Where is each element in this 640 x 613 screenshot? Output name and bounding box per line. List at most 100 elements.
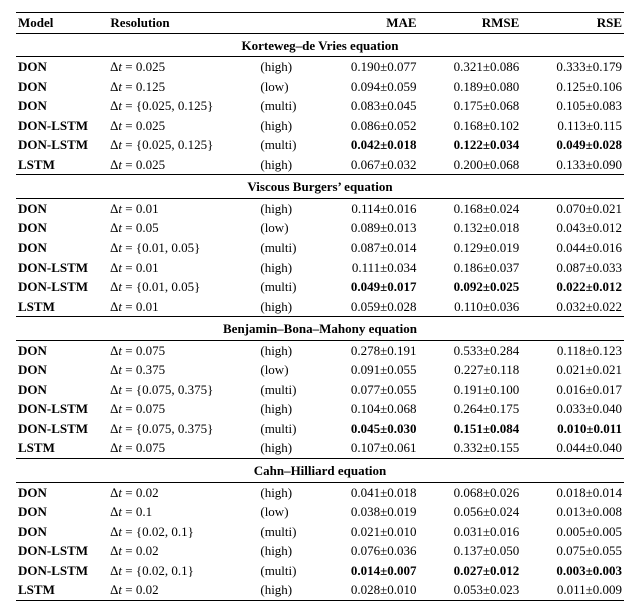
cell-model: DON (16, 218, 108, 238)
table-row: DON∆t = 0.02(high)0.041±0.0180.068±0.026… (16, 482, 624, 502)
cell-model: LSTM (16, 297, 108, 317)
cell-mae: 0.083±0.045 (316, 96, 419, 116)
col-rse: RSE (521, 13, 624, 34)
cell-model: DON (16, 96, 108, 116)
col-mae: MAE (316, 13, 419, 34)
cell-rse: 0.005±0.005 (521, 522, 624, 542)
cell-rse: 0.049±0.028 (521, 135, 624, 155)
section-title-row: Benjamin–Bona–Mahony equation (16, 317, 624, 341)
section-title: Viscous Burgers’ equation (16, 175, 624, 199)
cell-rmse: 0.056±0.024 (419, 502, 522, 522)
cell-mae: 0.041±0.018 (316, 482, 419, 502)
cell-rse: 0.033±0.040 (521, 399, 624, 419)
cell-resolution: ∆t = 0.02 (108, 580, 258, 600)
table-row: DON-LSTM∆t = 0.01(high)0.111±0.0340.186±… (16, 258, 624, 278)
cell-mae: 0.059±0.028 (316, 297, 419, 317)
cell-mae: 0.107±0.061 (316, 438, 419, 458)
cell-rse: 0.044±0.040 (521, 438, 624, 458)
cell-tag: (multi) (258, 135, 316, 155)
cell-resolution: ∆t = {0.01, 0.05} (108, 238, 258, 258)
table-row: LSTM∆t = 0.075(high)0.107±0.0610.332±0.1… (16, 438, 624, 458)
cell-resolution: ∆t = 0.075 (108, 399, 258, 419)
cell-tag: (high) (258, 297, 316, 317)
cell-mae: 0.028±0.010 (316, 580, 419, 600)
cell-mae: 0.190±0.077 (316, 57, 419, 77)
table-row: DON∆t = {0.075, 0.375}(multi)0.077±0.055… (16, 380, 624, 400)
cell-tag: (low) (258, 360, 316, 380)
table-row: DON∆t = 0.125(low)0.094±0.0590.189±0.080… (16, 77, 624, 97)
cell-rmse: 0.031±0.016 (419, 522, 522, 542)
table-row: DON∆t = 0.375(low)0.091±0.0550.227±0.118… (16, 360, 624, 380)
cell-tag: (high) (258, 57, 316, 77)
cell-model: DON (16, 522, 108, 542)
cell-resolution: ∆t = 0.025 (108, 57, 258, 77)
cell-rse: 0.105±0.083 (521, 96, 624, 116)
cell-tag: (high) (258, 580, 316, 600)
cell-rse: 0.087±0.033 (521, 258, 624, 278)
results-table: Model Resolution MAE RMSE RSE Korteweg–d… (16, 12, 624, 601)
cell-resolution: ∆t = 0.01 (108, 198, 258, 218)
cell-model: DON-LSTM (16, 258, 108, 278)
cell-resolution: ∆t = 0.02 (108, 541, 258, 561)
cell-tag: (multi) (258, 238, 316, 258)
cell-tag: (high) (258, 399, 316, 419)
cell-tag: (multi) (258, 380, 316, 400)
cell-rmse: 0.137±0.050 (419, 541, 522, 561)
table-row: DON∆t = {0.025, 0.125}(multi)0.083±0.045… (16, 96, 624, 116)
cell-rse: 0.022±0.012 (521, 277, 624, 297)
cell-model: DON-LSTM (16, 116, 108, 136)
cell-rmse: 0.321±0.086 (419, 57, 522, 77)
table-row: DON∆t = {0.02, 0.1}(multi)0.021±0.0100.0… (16, 522, 624, 542)
cell-resolution: ∆t = {0.025, 0.125} (108, 135, 258, 155)
cell-tag: (high) (258, 541, 316, 561)
cell-tag: (multi) (258, 419, 316, 439)
cell-tag: (high) (258, 438, 316, 458)
cell-resolution: ∆t = 0.01 (108, 258, 258, 278)
cell-rmse: 0.132±0.018 (419, 218, 522, 238)
cell-tag: (multi) (258, 96, 316, 116)
cell-tag: (high) (258, 258, 316, 278)
cell-mae: 0.111±0.034 (316, 258, 419, 278)
cell-mae: 0.086±0.052 (316, 116, 419, 136)
section-title-row: Cahn–Hilliard equation (16, 459, 624, 483)
cell-tag: (multi) (258, 277, 316, 297)
cell-model: DON (16, 360, 108, 380)
cell-tag: (low) (258, 218, 316, 238)
cell-rse: 0.075±0.055 (521, 541, 624, 561)
cell-resolution: ∆t = {0.01, 0.05} (108, 277, 258, 297)
table-row: LSTM∆t = 0.025(high)0.067±0.0320.200±0.0… (16, 155, 624, 175)
cell-model: LSTM (16, 155, 108, 175)
section-title: Korteweg–de Vries equation (16, 33, 624, 57)
cell-tag: (low) (258, 77, 316, 97)
cell-tag: (multi) (258, 522, 316, 542)
cell-mae: 0.067±0.032 (316, 155, 419, 175)
cell-model: DON (16, 238, 108, 258)
cell-rmse: 0.175±0.068 (419, 96, 522, 116)
cell-rse: 0.016±0.017 (521, 380, 624, 400)
section-title-row: Viscous Burgers’ equation (16, 175, 624, 199)
cell-rse: 0.070±0.021 (521, 198, 624, 218)
cell-model: DON (16, 482, 108, 502)
table-row: DON∆t = 0.1(low)0.038±0.0190.056±0.0240.… (16, 502, 624, 522)
cell-rse: 0.032±0.022 (521, 297, 624, 317)
cell-resolution: ∆t = 0.02 (108, 482, 258, 502)
table-row: DON∆t = 0.075(high)0.278±0.1910.533±0.28… (16, 340, 624, 360)
cell-resolution: ∆t = 0.375 (108, 360, 258, 380)
cell-tag: (high) (258, 155, 316, 175)
cell-model: DON-LSTM (16, 135, 108, 155)
cell-mae: 0.038±0.019 (316, 502, 419, 522)
cell-rse: 0.018±0.014 (521, 482, 624, 502)
table-row: LSTM∆t = 0.01(high)0.059±0.0280.110±0.03… (16, 297, 624, 317)
cell-rmse: 0.332±0.155 (419, 438, 522, 458)
cell-rmse: 0.200±0.068 (419, 155, 522, 175)
cell-resolution: ∆t = {0.02, 0.1} (108, 561, 258, 581)
cell-rse: 0.118±0.123 (521, 340, 624, 360)
cell-mae: 0.114±0.016 (316, 198, 419, 218)
cell-model: DON (16, 380, 108, 400)
cell-mae: 0.021±0.010 (316, 522, 419, 542)
cell-mae: 0.089±0.013 (316, 218, 419, 238)
table-row: DON-LSTM∆t = {0.075, 0.375}(multi)0.045±… (16, 419, 624, 439)
cell-resolution: ∆t = 0.05 (108, 218, 258, 238)
cell-mae: 0.278±0.191 (316, 340, 419, 360)
cell-resolution: ∆t = 0.125 (108, 77, 258, 97)
